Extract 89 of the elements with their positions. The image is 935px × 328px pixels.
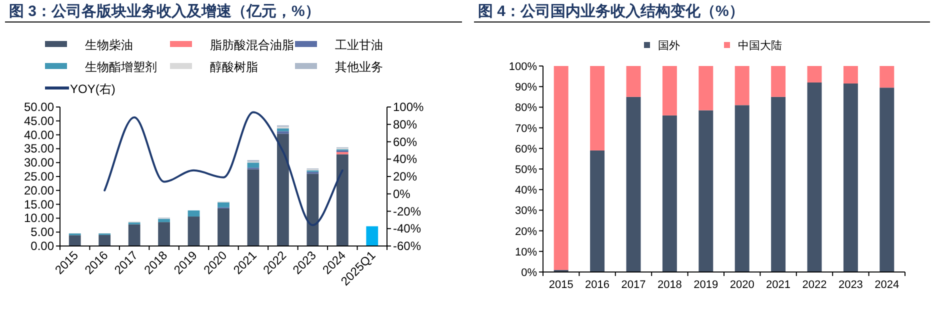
bar [590, 66, 605, 150]
y-tick-label: 15.00 [24, 197, 54, 212]
y2-tick-label: 20% [393, 170, 418, 184]
bar [590, 150, 605, 272]
y-tick-label: 20.00 [24, 183, 54, 198]
y-tick-label: 50.00 [24, 100, 54, 114]
bar [771, 96, 786, 272]
y-tick-label: 60% [514, 143, 538, 156]
x-tick-label: 2017 [621, 279, 646, 291]
x-tick-label: 2018 [657, 279, 682, 291]
bar [188, 210, 200, 217]
chart-title: 图 3：公司各版块业务收入及增速（亿元，%） [9, 3, 320, 20]
chart-title: 图 4：公司国内业务收入结构变化（%） [478, 2, 744, 20]
y-tick-label: 10.00 [24, 211, 54, 226]
legend-label: 生物酯增塑剂 [85, 60, 157, 74]
y-tick-label: 30.00 [24, 156, 54, 170]
legend-label: 其他业务 [335, 60, 383, 74]
x-tick-label: 2022 [802, 279, 827, 291]
bar [880, 66, 894, 88]
bar [68, 235, 81, 246]
y2-tick-label: 80% [393, 117, 418, 132]
bar [807, 66, 822, 82]
x-tick-label: 2016 [585, 279, 610, 291]
line-series [104, 111, 344, 226]
bar [734, 66, 750, 106]
y2-tick-label: 60% [393, 134, 418, 149]
y-tick-label: 40% [514, 184, 538, 197]
bar [158, 218, 170, 222]
y-tick-label: 40.00 [24, 128, 54, 142]
bar [662, 66, 677, 116]
y-tick-label: 45.00 [24, 114, 54, 128]
bar [218, 208, 230, 246]
bar [247, 162, 260, 168]
legend-label: 脂肪酸混合油脂 [210, 38, 294, 52]
x-tick-label: 2015 [548, 279, 574, 291]
bar [698, 110, 714, 272]
bar [158, 222, 170, 246]
y-tick-label: 80% [514, 102, 538, 114]
y-tick-label: 10% [514, 246, 538, 258]
x-tick-label: 2024 [874, 279, 900, 291]
bar [277, 131, 289, 134]
x-tick-label: 2020 [730, 279, 754, 291]
bar [843, 66, 858, 84]
legend-label: 醇酸树脂 [210, 60, 258, 74]
y2-tick-label: -20% [393, 204, 422, 218]
y-tick-label: 20% [514, 226, 538, 238]
bar [880, 88, 894, 272]
bar [306, 174, 319, 246]
bar [734, 105, 750, 272]
bar [807, 82, 822, 272]
y-tick-label: 5.00 [30, 225, 54, 240]
legend-label: 国外 [658, 40, 680, 52]
bar [277, 128, 289, 132]
legend-label: 生物柴油 [85, 38, 133, 52]
x-tick-label: 2023 [838, 279, 863, 291]
x-tick-label: 2019 [694, 279, 718, 291]
bar [771, 66, 786, 97]
bar [662, 115, 677, 272]
bar [366, 226, 378, 246]
bar [188, 216, 200, 246]
y-tick-label: 70% [514, 122, 538, 135]
y-tick-label: 0% [521, 267, 538, 279]
y-tick-label: 90% [514, 82, 538, 94]
legend-label: YOY(右) [70, 82, 116, 96]
y2-tick-label: 40% [393, 152, 418, 166]
y-tick-label: 100% [508, 61, 538, 73]
bar [843, 84, 858, 272]
y-tick-label: 25.00 [24, 170, 54, 184]
bar [98, 234, 111, 246]
bar [218, 202, 230, 208]
bar [128, 224, 140, 246]
y-tick-label: 50% [514, 164, 538, 176]
y2-tick-label: -60% [393, 239, 422, 253]
bar [554, 66, 568, 270]
bar [277, 134, 289, 246]
bar [626, 66, 641, 97]
y-tick-label: 35.00 [24, 142, 54, 156]
y-tick-label: 0.00 [30, 239, 54, 253]
y-tick-label: 30% [514, 205, 538, 218]
bar [698, 66, 714, 110]
legend-label: 中国大陆 [738, 39, 782, 52]
bar [626, 96, 641, 272]
legend-label: 工业甘油 [335, 38, 383, 52]
bar [247, 169, 260, 246]
y2-tick-label: -40% [393, 222, 422, 236]
bar [336, 154, 348, 246]
y2-tick-label: 100% [393, 100, 424, 114]
x-tick-label: 2021 [766, 279, 791, 291]
y2-tick-label: 0% [393, 186, 411, 201]
